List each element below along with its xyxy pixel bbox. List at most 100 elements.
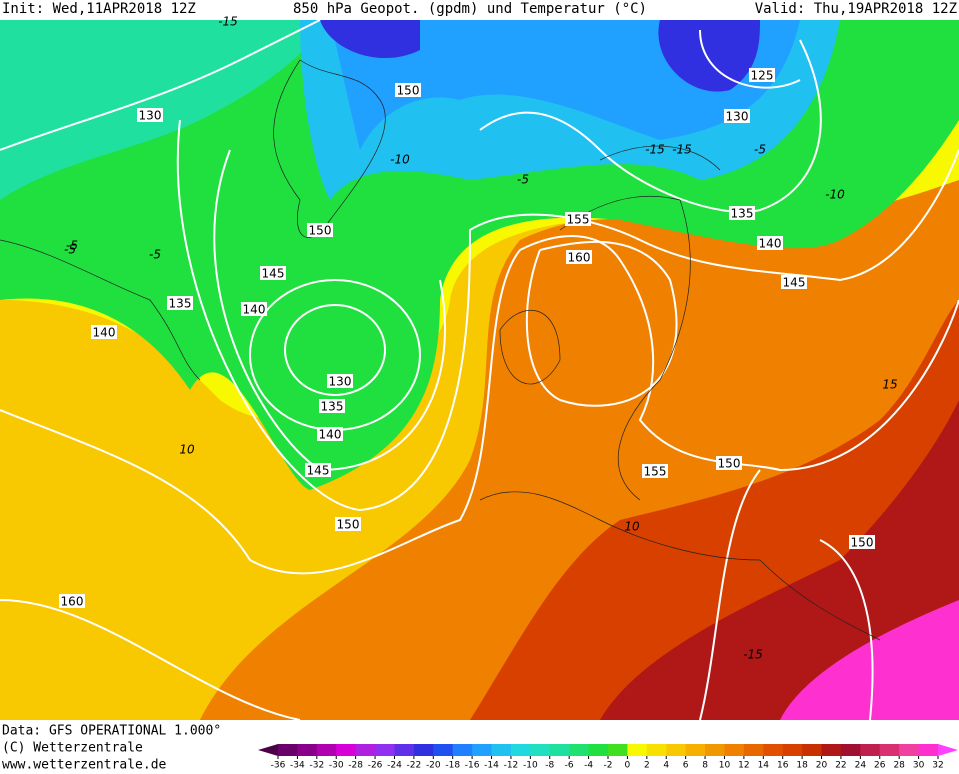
temp-area [780,600,959,720]
contour-label-box [335,517,361,531]
colorbar-tick-label: 28 [893,761,905,771]
geopotential-label: 125 [751,69,774,83]
colorbar-tick-label: -30 [329,761,344,771]
colorbar-segment [782,744,803,756]
colorbar-segment [336,744,357,756]
colorbar-tick-label: 24 [855,761,867,771]
geopotential-label: 140 [319,428,342,442]
contour-label-box [749,68,775,82]
colorbar-segment [530,744,551,756]
temperature-label: -10 [825,188,845,202]
temperature-label: 10 [624,520,640,534]
map-title: 850 hPa Geopot. (gpdm) und Temperatur (°… [293,1,647,17]
colorbar-segment [491,744,512,756]
colorbar-segment [724,744,745,756]
geopotential-label: 140 [759,237,782,251]
colorbar-tick-label: -8 [545,761,554,771]
valid-time: Valid: Thu,19APR2018 12Z [755,1,957,17]
colorbar-tick-label: 22 [835,761,846,771]
colorbar-tick-label: -22 [407,761,422,771]
coastlines [0,59,881,641]
colorbar-segment [821,744,842,756]
colorbar-segment [608,744,628,756]
map [0,20,959,720]
colorbar-tick-label: 18 [796,761,808,771]
geopotential-label: 150 [851,536,874,550]
temperature-label: -5 [149,248,161,262]
colorbar-segment [472,744,493,756]
temp-area [600,400,959,720]
temperature-label: -5 [754,143,766,157]
geopotential-label: 135 [731,207,754,221]
colorbar-tick-label: -24 [387,761,402,771]
geopotential-label: 145 [783,276,806,290]
geopotential-label: 145 [307,464,330,478]
contour-label-box [716,456,742,470]
colorbar-segment [879,744,900,756]
colorbar-segment [316,744,337,756]
contour-label-box [724,109,750,123]
colorbar-tick-label: -18 [445,761,460,771]
colorbar-segment [433,744,454,756]
contour-label-box [781,275,807,289]
temperature-label: -5 [64,243,76,257]
contour-label-box [565,212,591,226]
colorbar-tick-label: -6 [565,761,574,771]
colorbar-segment [899,744,920,756]
colorbar-tick-label: 16 [777,761,789,771]
contour-label-box [260,266,286,280]
colorbar-tick-label: -20 [426,761,441,771]
contour-label-box [307,223,333,237]
colorbar-tick-label: -2 [604,761,613,771]
data-source: Data: GFS OPERATIONAL 1.000° [2,724,221,739]
contour-label-box [757,236,783,250]
colorbar-segment [840,744,861,756]
geopotential-label: 150 [397,84,420,98]
geopotential-label: 150 [309,224,332,238]
colorbar-tick-label: 4 [663,761,669,771]
colorbar-tick-label: 8 [702,761,708,771]
geopotential-label: 160 [568,251,591,265]
colorbar-segment [394,744,415,756]
colorbar-tick-label: -36 [271,761,286,771]
colorbar-tick-label: 14 [758,761,770,771]
colorbar-segment [549,744,570,756]
colorbar-end [258,744,278,756]
colorbar-end [938,744,958,756]
temperature-label: 10 [179,443,195,457]
colorbar-tick-label: 32 [932,761,943,771]
colorbar-segment [510,744,531,756]
colorbar-tick-label: -32 [309,761,324,771]
geopotential-label: 130 [329,375,352,389]
temperature-label: -15 [743,648,763,662]
geopotential-label: 160 [61,595,84,609]
geopotential-label: 155 [644,465,667,479]
temperature-label: -10 [390,153,410,167]
copyright: (C) Wetterzentrale [2,741,143,756]
colorbar-segment [278,744,298,756]
colorbar-tick-label: -28 [348,761,363,771]
geopotential-label: 150 [337,518,360,532]
contour-label-box [642,464,668,478]
colorbar-tick-label: -14 [484,761,499,771]
colorbar-segment [705,744,725,756]
colorbar-segment [646,744,667,756]
colorbar-segment [743,744,764,756]
contour-label-box [59,594,85,608]
contour-label-box [319,399,345,413]
temperature-label: -5 [66,239,78,253]
contour-label-box [327,374,353,388]
colorbar-tick-label: -34 [290,761,305,771]
colorbar-segment [413,744,434,756]
contour-label-box [241,302,267,316]
contour-label-box [137,108,163,122]
colorbar-segment [666,744,687,756]
colorbar-segment [627,744,648,756]
contour-label-box [167,296,193,310]
temp-area [0,20,330,200]
colorbar-segment [452,744,473,756]
init-time: Init: Wed,11APR2018 12Z [2,1,196,17]
colorbar-segment [685,744,706,756]
geopotential-label: 140 [243,303,266,317]
colorbar-tick-label: 30 [913,761,925,771]
